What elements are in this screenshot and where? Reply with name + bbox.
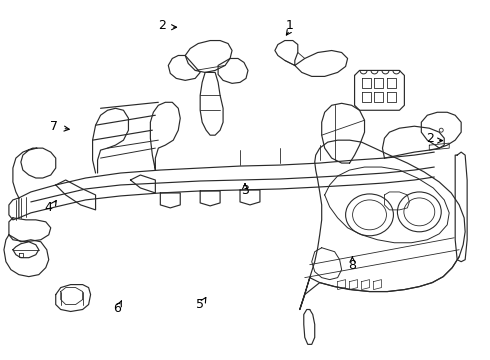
Polygon shape [19, 253, 23, 257]
Text: 1: 1 [286, 19, 294, 32]
Polygon shape [56, 285, 91, 311]
Text: 3: 3 [241, 184, 249, 197]
Polygon shape [355, 71, 404, 110]
Polygon shape [300, 140, 465, 310]
Polygon shape [56, 180, 96, 210]
Polygon shape [185, 41, 232, 72]
Polygon shape [4, 235, 49, 276]
Polygon shape [322, 103, 365, 163]
Polygon shape [13, 242, 39, 258]
Text: 2: 2 [158, 19, 166, 32]
Polygon shape [455, 152, 467, 262]
Polygon shape [218, 58, 248, 84]
Polygon shape [304, 310, 315, 345]
Text: 2: 2 [426, 132, 435, 145]
Text: 7: 7 [49, 121, 58, 134]
Polygon shape [168, 55, 200, 80]
Polygon shape [240, 190, 260, 205]
Polygon shape [429, 143, 449, 150]
Polygon shape [9, 198, 19, 220]
Text: 6: 6 [113, 302, 121, 315]
Polygon shape [200, 191, 220, 206]
Text: 5: 5 [196, 298, 204, 311]
Polygon shape [421, 112, 461, 148]
Polygon shape [160, 193, 180, 208]
Polygon shape [295, 50, 347, 76]
Text: 8: 8 [348, 259, 356, 272]
Text: 4: 4 [45, 202, 53, 215]
Polygon shape [9, 218, 51, 242]
Polygon shape [130, 175, 155, 193]
Polygon shape [200, 72, 223, 135]
Polygon shape [275, 41, 298, 66]
Polygon shape [383, 126, 444, 158]
